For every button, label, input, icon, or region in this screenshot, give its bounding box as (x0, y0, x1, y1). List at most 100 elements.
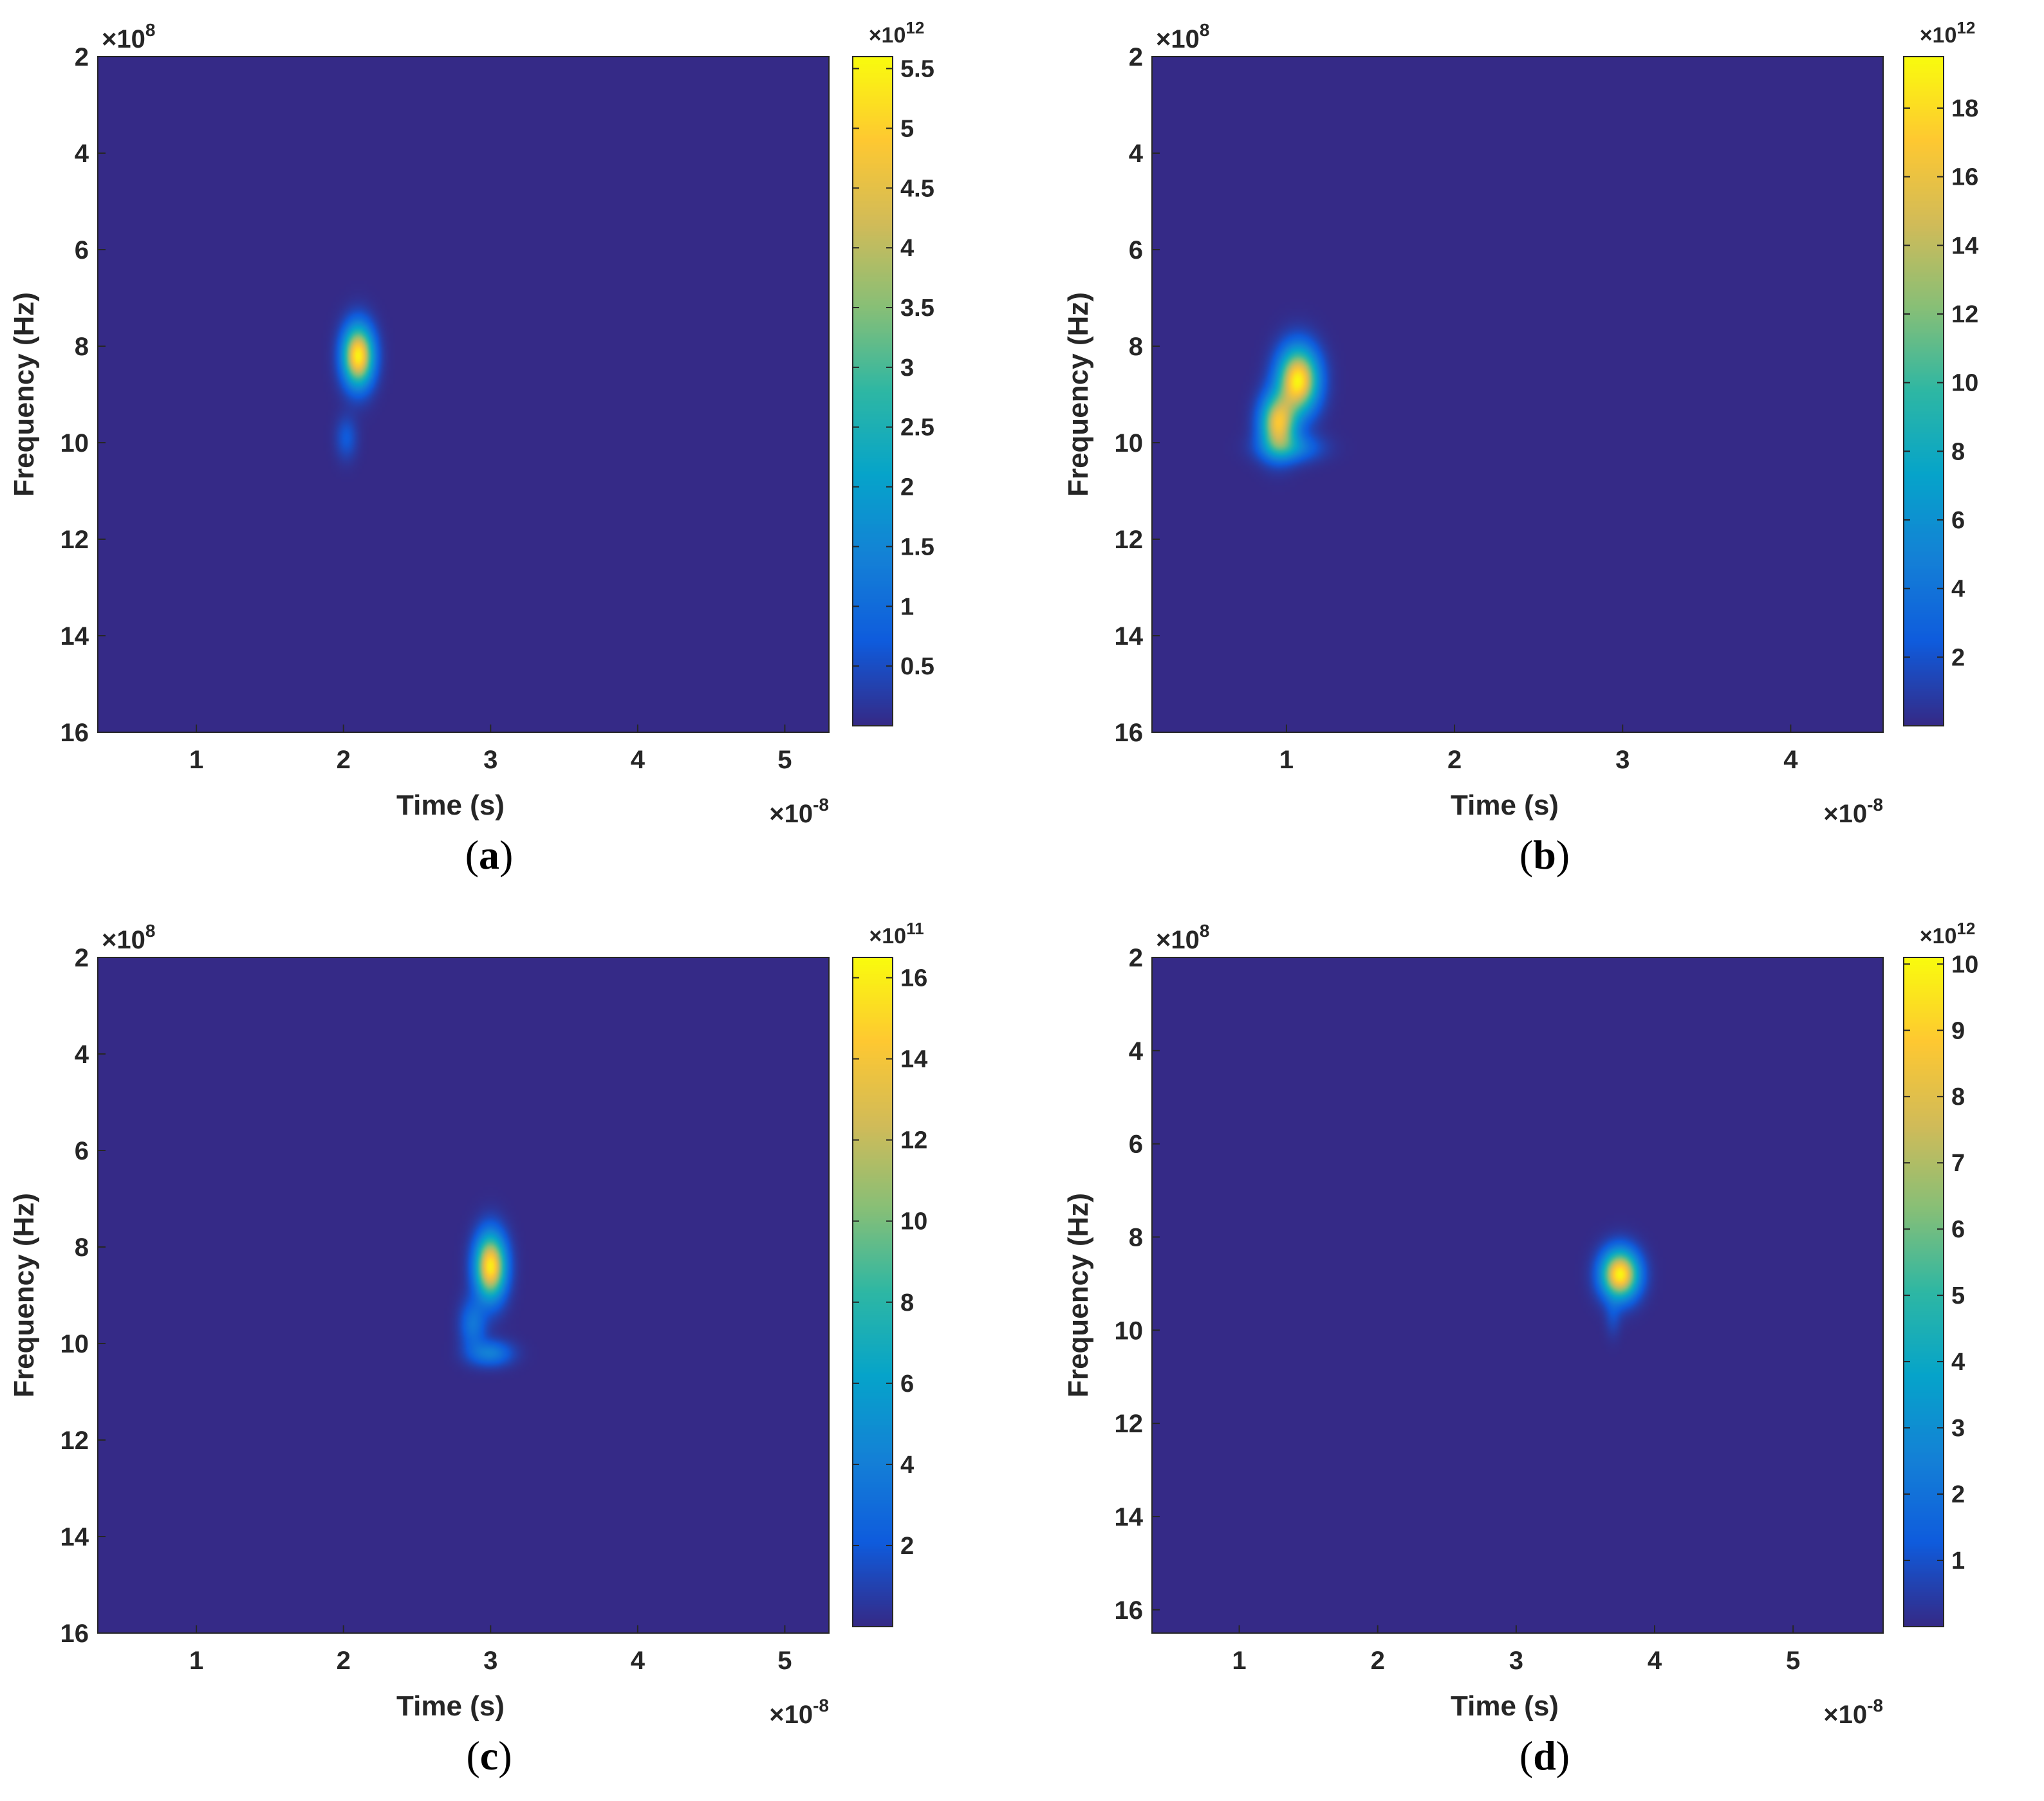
colorbar-gradient (1904, 57, 1944, 726)
colorbar-tick-label: 4 (900, 1452, 914, 1479)
y-tick-label: 8 (1129, 333, 1143, 361)
colorbar-tick-label: 14 (1951, 232, 1978, 259)
x-axis-label: Time (s) (1451, 790, 1559, 821)
colorbar-tick-label: 12 (1951, 301, 1978, 328)
y-tick-label: 14 (60, 1523, 89, 1551)
x-tick-label: 1 (189, 746, 203, 774)
y-tick-label: 12 (60, 1427, 89, 1455)
x-tick-label: 5 (777, 746, 792, 774)
panel-label: (b) (1519, 832, 1570, 878)
y-tick-label: 16 (60, 1620, 89, 1648)
y-tick-label: 4 (75, 140, 89, 168)
x-tick-label: 3 (1509, 1647, 1523, 1675)
colorbar-tick-label: 8 (1951, 438, 1965, 465)
colorbar-frame (1903, 56, 1944, 726)
x-tick-label: 4 (1648, 1647, 1662, 1675)
x-tick-label: 1 (189, 1647, 203, 1675)
colorbar: 0.5 1 1.5 2 2.5 3 3.5 4 4.5 5 5.5 ×1012 (852, 18, 934, 726)
y-exponent-label: ×108 (102, 921, 155, 954)
colorbar-tick-label: 10 (1951, 370, 1978, 397)
colorbar-tick-label: 6 (900, 1371, 914, 1398)
y-tick-label: 10 (60, 429, 89, 457)
plot-frame (1151, 56, 1884, 733)
y-exponent-label: ×108 (1156, 921, 1209, 954)
y-axis-label: Frequency (Hz) (1063, 1193, 1094, 1398)
colorbar-tick-label: 2 (900, 474, 914, 501)
colorbar-exponent-label: ×1012 (1920, 18, 1976, 48)
colorbar-tick-label: 5.5 (900, 56, 934, 83)
colorbar: 1 2 3 4 5 6 7 8 9 10 ×1012 (1903, 919, 1978, 1627)
colorbar-tick-label: 16 (1951, 164, 1978, 191)
colorbar-tick-label: 3.5 (900, 295, 934, 322)
colorbar-tick-label: 2 (900, 1533, 914, 1560)
colorbar-tick-label: 5 (1951, 1282, 1965, 1309)
y-tick-label: 12 (1115, 526, 1144, 554)
colorbar-tick-label: 2 (1951, 1481, 1965, 1508)
y-tick-label: 8 (75, 1233, 89, 1262)
colorbar-gradient (1904, 957, 1944, 1627)
y-axis-label: Frequency (Hz) (8, 292, 40, 497)
heatmap-image (1152, 57, 1883, 732)
colorbar-gradient (853, 957, 893, 1627)
colorbar-tick-label: 3 (1951, 1415, 1965, 1442)
plot-frame (97, 957, 830, 1634)
colorbar-tick-label: 16 (900, 965, 927, 992)
x-tick-label: 1 (1279, 746, 1294, 774)
x-exponent-label: ×10-8 (769, 795, 829, 828)
colorbar-tick-label: 1.5 (900, 533, 934, 560)
colorbar-tick-label: 9 (1951, 1017, 1965, 1044)
heatmap-image (1152, 957, 1883, 1633)
x-tick-label: 2 (337, 1647, 351, 1675)
colorbar-tick-label: 18 (1951, 95, 1978, 122)
y-axis-label: Frequency (Hz) (1063, 292, 1094, 497)
colorbar-tick-label: 2 (1951, 644, 1965, 671)
y-tick-label: 14 (1115, 622, 1144, 651)
y-tick-label: 10 (1115, 429, 1144, 457)
x-tick-label: 5 (777, 1647, 792, 1675)
y-tick-label: 10 (1115, 1316, 1144, 1345)
x-tick-label: 1 (1232, 1647, 1246, 1675)
y-tick-label: 12 (60, 526, 89, 554)
x-exponent-label: ×10-8 (1823, 795, 1883, 828)
colorbar-tick-label: 0.5 (900, 653, 934, 680)
colorbar-exponent-label: ×1012 (869, 18, 925, 48)
y-tick-label: 4 (1129, 1037, 1144, 1066)
y-tick-label: 16 (60, 719, 89, 747)
y-tick-label: 2 (75, 43, 89, 71)
colorbar-tick-label: 10 (1951, 951, 1978, 978)
y-tick-label: 16 (1115, 1596, 1144, 1625)
plot-frame (97, 56, 830, 733)
colorbar-exponent-label: ×1012 (1920, 919, 1976, 948)
y-tick-label: 12 (1115, 1410, 1144, 1438)
colorbar-tick-label: 3 (900, 355, 914, 382)
colorbar-tick-label: 12 (900, 1127, 927, 1154)
y-tick-label: 14 (1115, 1503, 1144, 1531)
colorbar: 2 4 6 8 10 12 14 16 ×1011 (852, 919, 927, 1627)
y-tick-label: 16 (1115, 719, 1144, 747)
x-tick-label: 5 (1786, 1647, 1800, 1675)
colorbar-tick-label: 8 (1951, 1084, 1965, 1111)
colorbar-tick-label: 10 (900, 1208, 927, 1235)
x-exponent-label: ×10-8 (1823, 1695, 1883, 1729)
x-tick-label: 3 (483, 1647, 497, 1675)
colorbar-tick-label: 4 (1951, 576, 1965, 603)
y-tick-label: 2 (1129, 43, 1143, 71)
y-tick-label: 10 (60, 1330, 89, 1358)
y-tick-label: 6 (1129, 236, 1143, 264)
y-tick-label: 4 (1129, 140, 1144, 168)
y-tick-label: 6 (1129, 1131, 1143, 1159)
y-tick-label: 8 (1129, 1223, 1143, 1251)
panel-label: (d) (1519, 1733, 1570, 1778)
heatmap-image (98, 957, 829, 1633)
y-tick-label: 6 (75, 1137, 89, 1165)
colorbar-tick-label: 4.5 (900, 175, 934, 202)
y-axis-label: Frequency (Hz) (8, 1193, 40, 1398)
y-tick-label: 4 (75, 1040, 89, 1069)
x-axis-label: Time (s) (396, 1690, 505, 1722)
plot-frame (1151, 957, 1884, 1634)
x-tick-label: 2 (337, 746, 351, 774)
